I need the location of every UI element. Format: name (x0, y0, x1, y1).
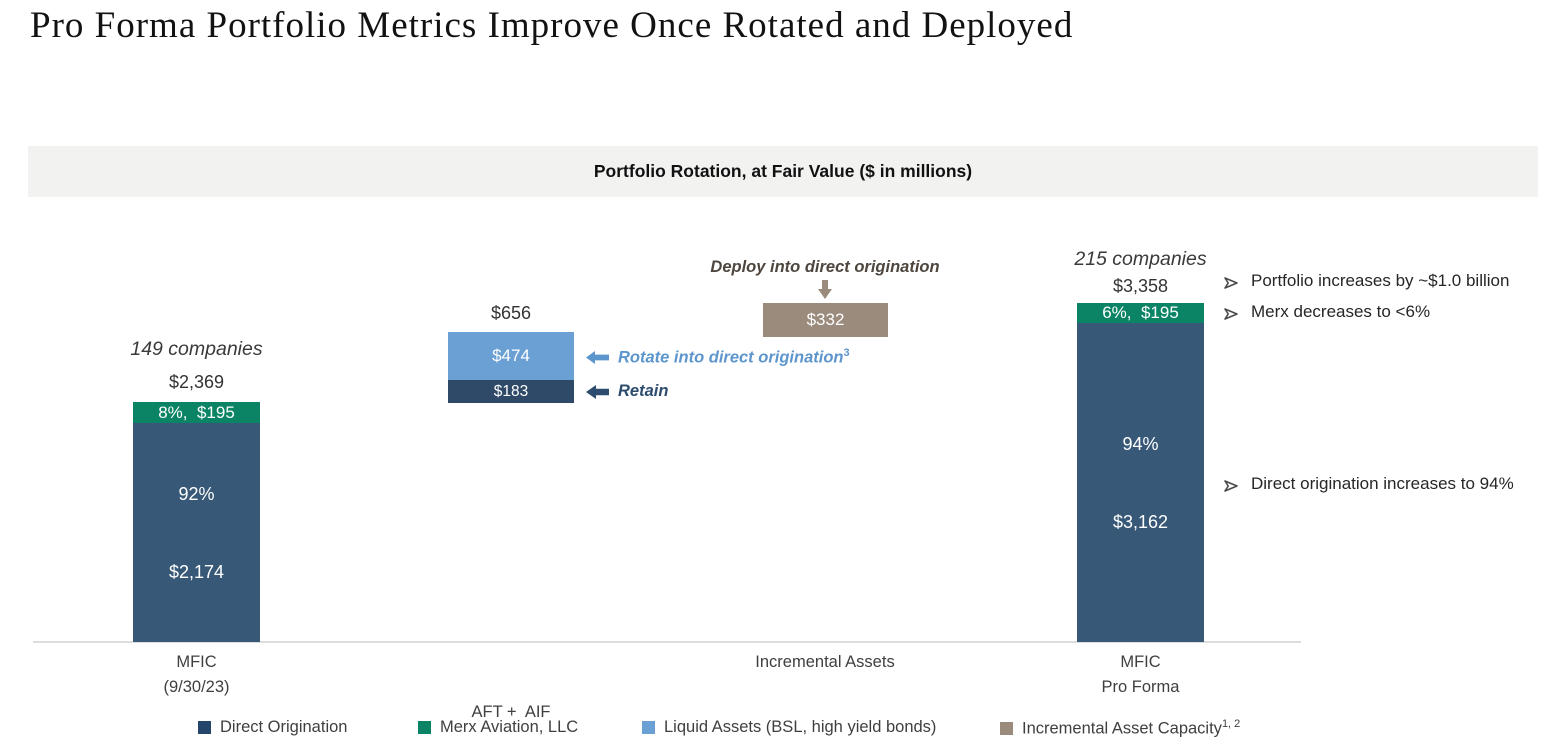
legend-item-liquid-assets: Liquid Assets (BSL, high yield bonds) (642, 718, 936, 737)
legend-footnote-ref: 1, 2 (1221, 718, 1241, 730)
legend-swatch-incremental-capacity (1000, 721, 1013, 735)
rotate-footnote-ref: 3 (843, 346, 850, 359)
proforma-direct-value: $3,162 (1112, 511, 1169, 532)
bullet-text: Merx decreases to <6% (1251, 302, 1431, 321)
axis-label-proforma: MFIC Pro Forma (1101, 653, 1180, 696)
proforma-total-label: $3,358 (1112, 276, 1169, 296)
legend-swatch-merx-aviation (418, 721, 431, 734)
chart-banner: Portfolio Rotation, at Fair Value ($ in … (28, 146, 1538, 197)
aft-aif-retain-label: $183 (493, 382, 529, 400)
legend-item-incremental-capacity: Incremental Asset Capacity1, 2 (1000, 718, 1240, 739)
mfic-merx-segment-label: 8%, $195 (158, 402, 235, 422)
aft-aif-liquid-label: $474 (492, 346, 530, 365)
arrowhead-bullet-icon (1224, 276, 1238, 295)
proforma-merx-segment-label: 6%, $195 (1102, 303, 1179, 322)
chart-banner-title: Portfolio Rotation, at Fair Value ($ in … (593, 161, 973, 181)
legend-label: Direct Origination (220, 718, 348, 736)
x-axis-line (33, 641, 1301, 643)
legend-item-merx-aviation: Merx Aviation, LLC (418, 718, 578, 737)
arrowhead-bullet-icon (1224, 479, 1238, 498)
axis-label-mfic: MFIC (9/30/23) (163, 653, 230, 696)
bullet-merx-decrease: Merx decreases to <6% (1224, 302, 1430, 326)
incremental-value-label: $332 (806, 310, 845, 329)
proforma-merx-segment: 6%, $195 (1077, 303, 1204, 323)
mfic-total-label: $2,369 (168, 372, 225, 392)
legend-swatch-direct-origination (198, 721, 211, 734)
rotate-annotation-text: Rotate into direct origination (618, 348, 844, 367)
mfic-direct-pct: 92% (178, 483, 215, 504)
mfic-direct-segment: 92% $2,174 (133, 423, 260, 642)
retain-annotation: Retain (586, 379, 668, 404)
proforma-companies-label: 215 companies (1074, 248, 1207, 270)
mfic-direct-value: $2,174 (168, 561, 225, 582)
legend-label: Liquid Assets (BSL, high yield bonds) (664, 718, 937, 736)
deploy-annotation-text: Deploy into direct origination (710, 258, 940, 276)
aft-aif-liquid-segment: $474 (448, 332, 574, 380)
bullet-portfolio-increase: Portfolio increases by ~$1.0 billion (1224, 271, 1509, 295)
legend-item-direct-origination: Direct Origination (198, 718, 347, 737)
down-arrow-icon (818, 280, 832, 304)
mfic-companies-label: 149 companies (130, 338, 263, 360)
incremental-segment: $332 (763, 303, 888, 337)
rotate-annotation: Rotate into direct origination3 (586, 344, 850, 370)
legend-label: Incremental Asset Capacity (1022, 719, 1222, 738)
arrowhead-bullet-icon (1224, 307, 1238, 326)
legend-label: Merx Aviation, LLC (440, 718, 579, 736)
aft-aif-retain-segment: $183 (448, 380, 574, 403)
bullet-direct-origination: Direct origination increases to 94% (1224, 474, 1514, 498)
mfic-merx-segment: 8%, $195 (133, 402, 260, 423)
proforma-direct-segment: 94% $3,162 (1077, 323, 1204, 642)
proforma-direct-pct: 94% (1122, 433, 1159, 454)
retain-annotation-text: Retain (618, 382, 669, 400)
left-arrow-icon (586, 350, 609, 364)
axis-label-incremental: Incremental Assets (755, 653, 895, 671)
aft-aif-total-label: $656 (490, 303, 532, 323)
left-arrow-icon (586, 384, 609, 399)
axis-label-aft-aif: AFT + AIF (9/30/23) (471, 703, 551, 721)
bullet-text: Portfolio increases by ~$1.0 billion (1251, 271, 1510, 290)
legend-swatch-liquid-assets (642, 721, 655, 734)
page-title: Pro Forma Portfolio Metrics Improve Once… (30, 5, 1074, 46)
bullet-text: Direct origination increases to 94% (1251, 474, 1514, 493)
